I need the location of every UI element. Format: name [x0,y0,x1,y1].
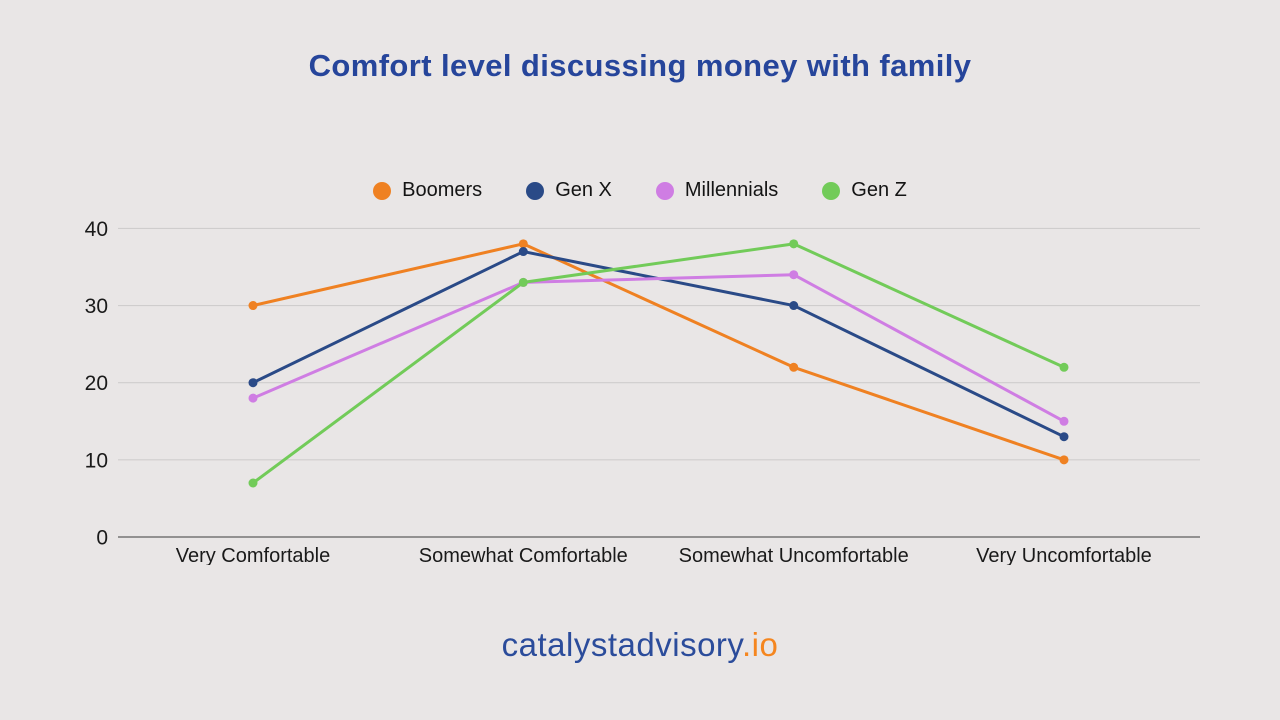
legend-dot-boomers [373,181,392,200]
legend-dot-gen-z [822,181,841,200]
series-line-millennials [251,273,1066,423]
data-point-gen-z-2 [789,239,799,249]
data-point-millennials-3 [1059,416,1069,426]
data-point-gen-x-3 [1059,432,1069,442]
legend-item-millennials: Millennials [655,179,779,202]
x-label-very-comfortable: Very Comfortable [176,545,331,565]
data-point-boomers-3 [1059,455,1069,465]
series-line-gen-z [251,242,1066,485]
y-tick-label-40: 40 [85,218,108,241]
data-point-boomers-1 [518,239,528,249]
legend-dot-gen-x [526,181,545,200]
data-point-gen-z-3 [1059,362,1069,372]
line-chart-plot: 0 10 20 30 40 Very Comfortable Somewhat Comfor… [85,218,1200,565]
x-label-somewhat-comfortable: Somewhat Comfortable [419,545,628,565]
legend-label-gen-x: Gen X [555,179,612,201]
data-point-gen-x-2 [789,301,799,311]
series-line-boomers [251,242,1066,462]
y-tick-label-10: 10 [85,449,108,472]
data-point-gen-x-1 [518,247,528,257]
chart-title: Comfort level discussing money with fami… [308,48,972,83]
brand-name: catalystadvisory [501,626,742,663]
data-point-gen-z-1 [518,277,528,287]
footer-brand: catalystadvisory.io [0,626,1280,664]
legend-label-boomers: Boomers [402,179,483,201]
legend-label-gen-z: Gen Z [851,179,907,201]
data-point-millennials-0 [248,393,258,403]
legend-label-millennials: Millennials [684,179,779,201]
data-point-millennials-2 [789,270,799,280]
legend-dot-millennials [655,181,674,200]
x-label-very-uncomfortable: Very Uncomfortable [976,545,1152,565]
y-tick-label-20: 20 [85,372,108,395]
data-point-gen-x-0 [248,378,258,388]
legend: Boomers Gen X Millennials Gen Z [0,179,1280,202]
legend-item-boomers: Boomers [373,179,482,202]
legend-item-gen-x: Gen X [526,179,612,202]
y-tick-label-30: 30 [85,295,108,318]
x-label-somewhat-uncomfortable: Somewhat Uncomfortable [679,545,909,565]
brand-tld-io: .io [741,626,779,663]
data-point-gen-z-0 [248,478,258,488]
data-point-boomers-2 [789,362,799,372]
legend-item-gen-z: Gen Z [822,179,907,202]
data-point-boomers-0 [248,301,258,311]
y-tick-label-0: 0 [96,527,108,550]
